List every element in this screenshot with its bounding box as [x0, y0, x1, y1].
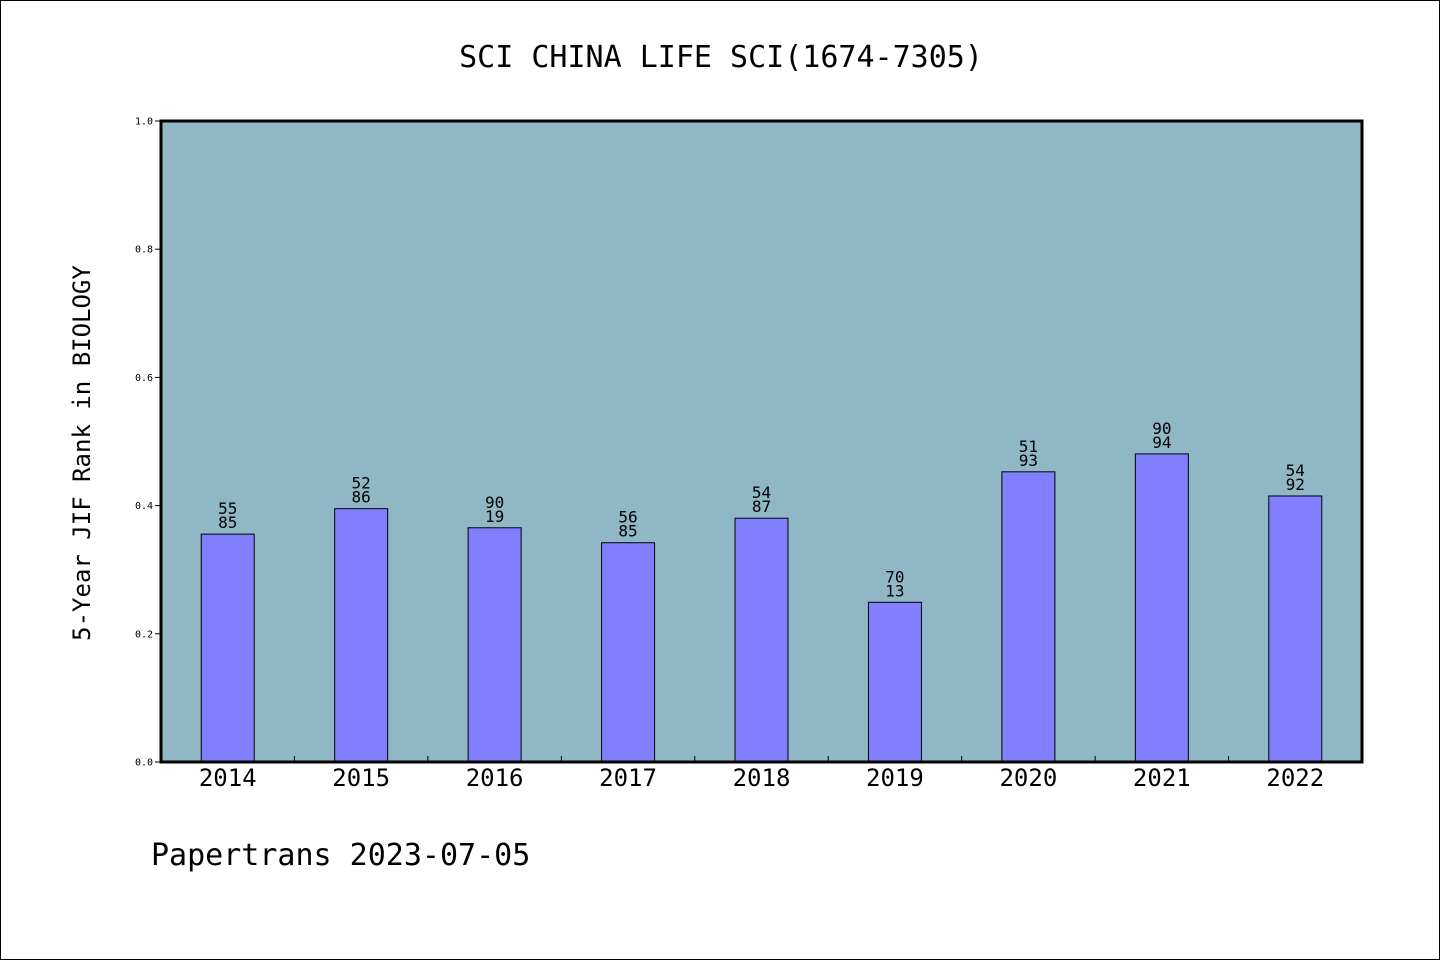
- chart-title: SCI CHINA LIFE SCI(1674-7305): [459, 40, 983, 75]
- footer-text: Papertrans 2023-07-05: [151, 838, 530, 873]
- x-tick-label-2018: 2018: [733, 764, 791, 792]
- data-label-top-2017: 56: [618, 508, 637, 527]
- y-tick-label: 0.6: [135, 373, 153, 384]
- y-tick-label: 0.2: [135, 629, 153, 640]
- data-label-bottom-2017: 85: [618, 522, 637, 541]
- x-axis-ticks: 2014 2015 2016 2017 2018 2019 2020 2021 2022: [199, 756, 1324, 792]
- y-tick-label: 0.8: [135, 245, 153, 256]
- bar-2021: [1134, 453, 1189, 763]
- y-axis-label: 5-Year JIF Rank in BIOLOGY: [68, 265, 96, 641]
- x-tick-label-2020: 2020: [999, 764, 1057, 792]
- x-tick-label-2015: 2015: [332, 764, 390, 792]
- data-label-top-2015: 52: [352, 474, 371, 493]
- data-label-bottom-2015: 86: [352, 488, 371, 507]
- bar-2014: [200, 533, 255, 763]
- bar-2019: [867, 601, 922, 763]
- bar-2015: [334, 508, 389, 763]
- data-label-bottom-2022: 92: [1286, 475, 1305, 494]
- data-label-bottom-2021: 94: [1152, 433, 1171, 452]
- y-tick-label: 0.0: [135, 758, 153, 769]
- y-axis-ticks: 0.0 0.2 0.4 0.6 0.8 1.0: [135, 117, 161, 769]
- data-label-top-2019: 70: [885, 567, 904, 586]
- plot-border: [159, 119, 1364, 764]
- data-label-top-2021: 90: [1152, 419, 1171, 438]
- x-tick-label-2019: 2019: [866, 764, 924, 792]
- bar-2016: [467, 527, 522, 763]
- bar-2020: [1001, 471, 1056, 763]
- bar-2017: [601, 542, 656, 763]
- x-tick-label-2021: 2021: [1133, 764, 1191, 792]
- data-label-top-2016: 90: [485, 493, 504, 512]
- data-label-top-2014: 55: [218, 499, 237, 518]
- x-tick-label-2016: 2016: [466, 764, 524, 792]
- data-label-top-2018: 54: [752, 483, 771, 502]
- data-label-bottom-2016: 19: [485, 507, 504, 526]
- x-tick-label-2017: 2017: [599, 764, 657, 792]
- data-label-bottom-2020: 93: [1019, 451, 1038, 470]
- data-label-top-2022: 54: [1286, 461, 1305, 480]
- x-tick-label-2022: 2022: [1266, 764, 1324, 792]
- y-tick-label: 1.0: [135, 117, 153, 128]
- data-label-top-2020: 51: [1019, 437, 1038, 456]
- bar-2022: [1268, 495, 1323, 763]
- data-label-bottom-2019: 13: [885, 581, 904, 600]
- x-tick-label-2014: 2014: [199, 764, 257, 792]
- y-tick-label: 0.4: [135, 501, 153, 512]
- data-label-bottom-2018: 87: [752, 497, 771, 516]
- bar-2018: [734, 517, 789, 763]
- data-label-bottom-2014: 85: [218, 513, 237, 532]
